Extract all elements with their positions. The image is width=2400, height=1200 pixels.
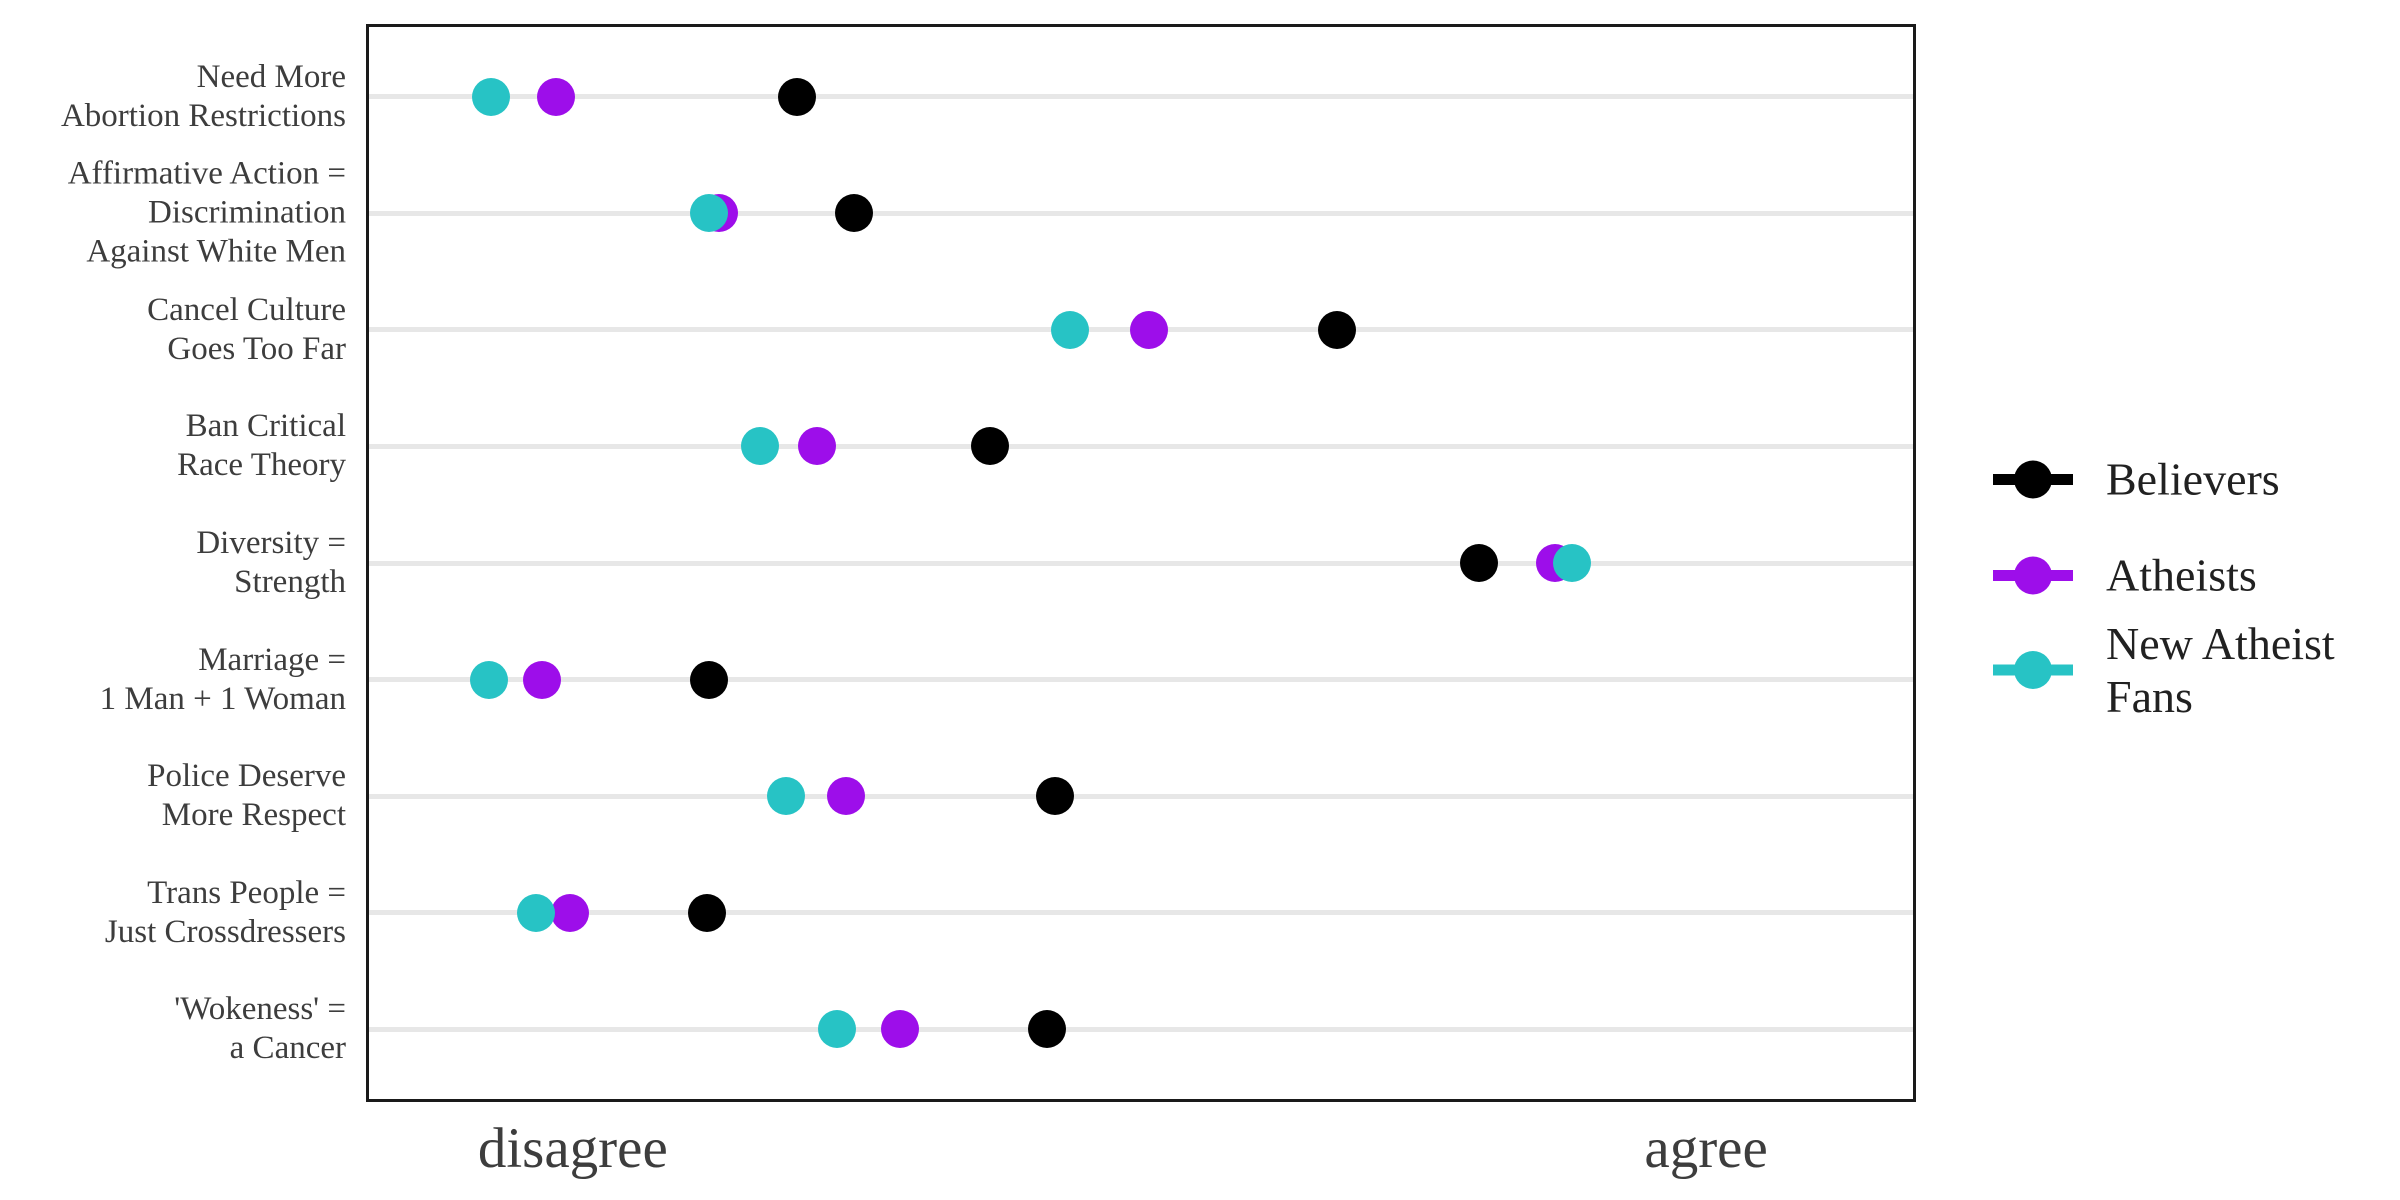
legend-item-atheists: Atheists [1993, 549, 2257, 602]
dot-atheists-row-4 [797, 427, 836, 466]
legend-marker-icon [1993, 552, 2073, 598]
gridline-row-8 [369, 910, 1913, 916]
dot-new-atheist-fans-row-1 [471, 77, 510, 116]
legend-marker-icon [1993, 647, 2073, 693]
dot-new-atheist-fans-row-2 [689, 194, 728, 233]
legend-label: Believers [2106, 453, 2280, 505]
dot-believers-row-9 [1027, 1010, 1066, 1049]
dot-atheists-row-8 [550, 893, 589, 932]
dot-atheists-row-1 [536, 77, 575, 116]
dot-believers-row-6 [689, 660, 728, 699]
dot-atheists-row-6 [522, 660, 561, 699]
gridline-row-6 [369, 677, 1913, 683]
dot-new-atheist-fans-row-9 [817, 1010, 856, 1049]
category-label-cancel-culture-goes-too-far: Cancel Culture Goes Too Far [147, 291, 346, 367]
category-label-ban-critical-race-theory: Ban Critical Race Theory [177, 408, 346, 484]
legend-dot-icon [2014, 460, 2052, 498]
legend-label: New Atheist Fans [2106, 618, 2335, 722]
x-tick-label-disagree: disagree [477, 1117, 668, 1180]
category-label-trans-people-just-crossdressers: Trans People = Just Crossdressers [104, 874, 346, 950]
category-label-diversity-strength: Diversity = Strength [196, 525, 346, 600]
dot-new-atheist-fans-row-7 [766, 777, 805, 816]
dot-believers-row-7 [1035, 777, 1074, 816]
gridline-row-2 [369, 210, 1913, 216]
dot-believers-row-4 [970, 427, 1009, 466]
dot-believers-row-3 [1318, 310, 1357, 349]
legend-item-believers: Believers [1993, 453, 2280, 506]
category-label-police-deserve-more-respect: Police Deserve More Respect [147, 758, 346, 834]
legend-label: Atheists [2106, 549, 2257, 601]
gridline-row-5 [369, 560, 1913, 566]
dot-believers-row-5 [1460, 544, 1499, 582]
dot-believers-row-8 [688, 893, 727, 932]
dot-new-atheist-fans-row-6 [470, 660, 509, 699]
dot-atheists-row-3 [1129, 310, 1168, 349]
x-tick-label-agree: agree [1644, 1117, 1768, 1180]
category-label-affirmative-action-discrimination-against-white-men: Affirmative Action = Discrimination Agains… [67, 155, 346, 270]
gridline-row-4 [369, 443, 1913, 449]
dot-atheists-row-7 [827, 777, 866, 816]
dot-believers-row-2 [834, 194, 873, 233]
dot-new-atheist-fans-row-8 [516, 893, 555, 932]
dot-new-atheist-fans-row-4 [740, 427, 779, 466]
legend-dot-icon [2014, 651, 2052, 689]
category-label-marriage-1-man-1-woman: Marriage = 1 Man + 1 Woman [99, 641, 346, 717]
dot-atheists-row-9 [881, 1010, 920, 1049]
category-label-need-more-abortion-restrictions: Need More Abortion Restrictions [60, 58, 346, 134]
plot-panel [366, 24, 1916, 1102]
legend-dot-icon [2014, 556, 2052, 594]
legend-item-new-atheist-fans: New Atheist Fans [1993, 617, 2335, 723]
gridline-row-7 [369, 793, 1913, 799]
gridline-row-9 [369, 1026, 1913, 1032]
gridline-row-1 [369, 94, 1913, 100]
category-label--wokeness-a-cancer: 'Wokeness' = a Cancer [174, 991, 346, 1067]
dot-believers-row-1 [777, 77, 816, 116]
dot-new-atheist-fans-row-3 [1050, 310, 1089, 349]
legend-marker-icon [1993, 456, 2073, 502]
dot-new-atheist-fans-row-5 [1552, 544, 1591, 582]
